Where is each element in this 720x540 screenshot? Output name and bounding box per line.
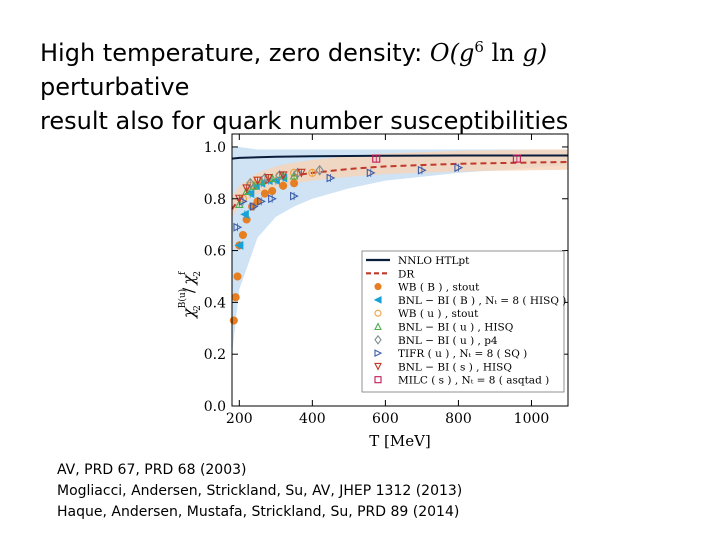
- legend-label: BNL − BI ( u ) , p4: [398, 335, 498, 347]
- legend-marker: [374, 322, 382, 331]
- uncertainty-band: [232, 146, 568, 355]
- legend-label: TIFR ( u ) , Nₜ = 8 ( SQ ): [398, 348, 527, 360]
- data-point-s1: [240, 209, 249, 219]
- data-point-s5: [326, 173, 336, 183]
- title-line-2: result also for quark number susceptibil…: [40, 107, 569, 135]
- legend-marker: [374, 309, 382, 317]
- legend-marker: [374, 283, 382, 291]
- data-point-s5: [268, 194, 277, 204]
- title-suffix: perturbative: [40, 73, 190, 101]
- data-point-s4: [293, 167, 302, 179]
- data-point-s5: [366, 168, 376, 178]
- data-point-s0: [290, 179, 299, 188]
- legend-marker: [374, 334, 382, 345]
- x-tick-label: 800: [445, 411, 472, 427]
- data-point-s0: [260, 189, 269, 198]
- data-point-s1: [234, 241, 244, 250]
- data-point-s6: [297, 168, 306, 178]
- legend-marker: [374, 362, 382, 371]
- y-axis-label: χB(u) 2/χf 2: [177, 271, 203, 319]
- data-point-s0: [233, 272, 242, 281]
- data-point-s5: [290, 191, 299, 201]
- data-point-s6: [264, 173, 273, 183]
- data-point-s5: [417, 165, 427, 175]
- legend-label: WB ( B ) , stout: [398, 282, 480, 294]
- legend-label: WB ( u ) , stout: [398, 308, 479, 320]
- data-point-s4: [246, 177, 255, 189]
- references: AV, PRD 67, PRD 68 (2003) Mogliacci, And…: [57, 460, 462, 523]
- data-point-s6: [242, 184, 251, 194]
- title-math: O(g6 ln g): [429, 38, 548, 67]
- data-point-s5: [233, 222, 243, 232]
- x-axis-label: T [MeV]: [369, 432, 431, 450]
- title-line-1: High temperature, zero density: O(g6 ln …: [40, 30, 700, 104]
- data-point-s4: [260, 172, 270, 184]
- y-tick-label: 0.4: [204, 295, 226, 311]
- legend-marker: [374, 376, 382, 384]
- legend-label: BNL − BI ( s ) , HISQ: [398, 361, 512, 373]
- x-tick-label: 600: [372, 411, 399, 427]
- data-point-s6: [278, 171, 288, 181]
- legend-label: NNLO HTLpt: [398, 255, 470, 267]
- data-point-s0: [229, 316, 238, 325]
- data-point-s7: [372, 154, 381, 163]
- data-point-s4: [315, 164, 324, 176]
- tick-layer: 200 400 600 800 1000 0.0 0.2 0.4 0.6 0.8 1.0: [204, 134, 568, 427]
- dr-band: [232, 149, 568, 217]
- curve-nnlo-htlpt: [231, 154, 568, 160]
- data-point-s0: [231, 293, 240, 302]
- title-prefix: High temperature, zero density:: [40, 39, 423, 67]
- data-point-s5: [454, 163, 464, 173]
- y-tick-label: 0.0: [204, 399, 226, 415]
- data-point-s2: [308, 168, 317, 177]
- data-point-s7: [512, 154, 521, 163]
- y-tick-label: 0.8: [204, 192, 226, 208]
- legend-label: DR: [398, 268, 415, 280]
- reference-1: AV, PRD 67, PRD 68 (2003): [57, 462, 247, 478]
- data-point-s5: [249, 202, 259, 211]
- slide-title: High temperature, zero density: O(g6 ln …: [40, 30, 700, 138]
- legend-box: [361, 250, 565, 393]
- legend-marker: [374, 349, 383, 357]
- legend-label: MILC ( s ) , Nₜ = 8 ( asqtad ): [398, 375, 549, 387]
- x-tick-label: 1000: [514, 411, 550, 427]
- data-point-s5: [257, 196, 266, 206]
- data-point-s4: [275, 170, 284, 181]
- svg-text:χB(u)2/χf2: χB(u) 2/χf 2: [177, 271, 203, 319]
- y-tick-label: 0.6: [204, 244, 226, 260]
- x-tick-label: 400: [299, 411, 326, 427]
- legend-label: BNL − BI ( u ) , HISQ: [398, 322, 514, 334]
- data-point-s0: [238, 230, 248, 240]
- reference-3: Haque, Andersen, Mustafa, Strickland, Su…: [57, 504, 460, 520]
- x-tick-label: 200: [226, 411, 253, 427]
- y-tick-label: 1.0: [204, 140, 226, 156]
- data-point-s0: [279, 181, 288, 190]
- legend-marker: [373, 296, 382, 304]
- plot-frame: [231, 133, 569, 407]
- data-point-s3: [242, 186, 251, 196]
- data-point-s0: [268, 186, 277, 196]
- uncertainty-band-layer: [232, 146, 568, 355]
- susceptibility-chart: 200 400 600 800 1000 0.0 0.2 0.4 0.6 0.8 1.0 NNLO …: [177, 133, 569, 450]
- data-point-s6: [253, 176, 262, 186]
- legend-label: BNL − BI ( B ) , Nₜ = 8 ( HISQ ): [398, 295, 566, 307]
- reference-2: Mogliacci, Andersen, Strickland, Su, AV,…: [57, 483, 463, 499]
- y-tick-label: 0.2: [204, 347, 226, 363]
